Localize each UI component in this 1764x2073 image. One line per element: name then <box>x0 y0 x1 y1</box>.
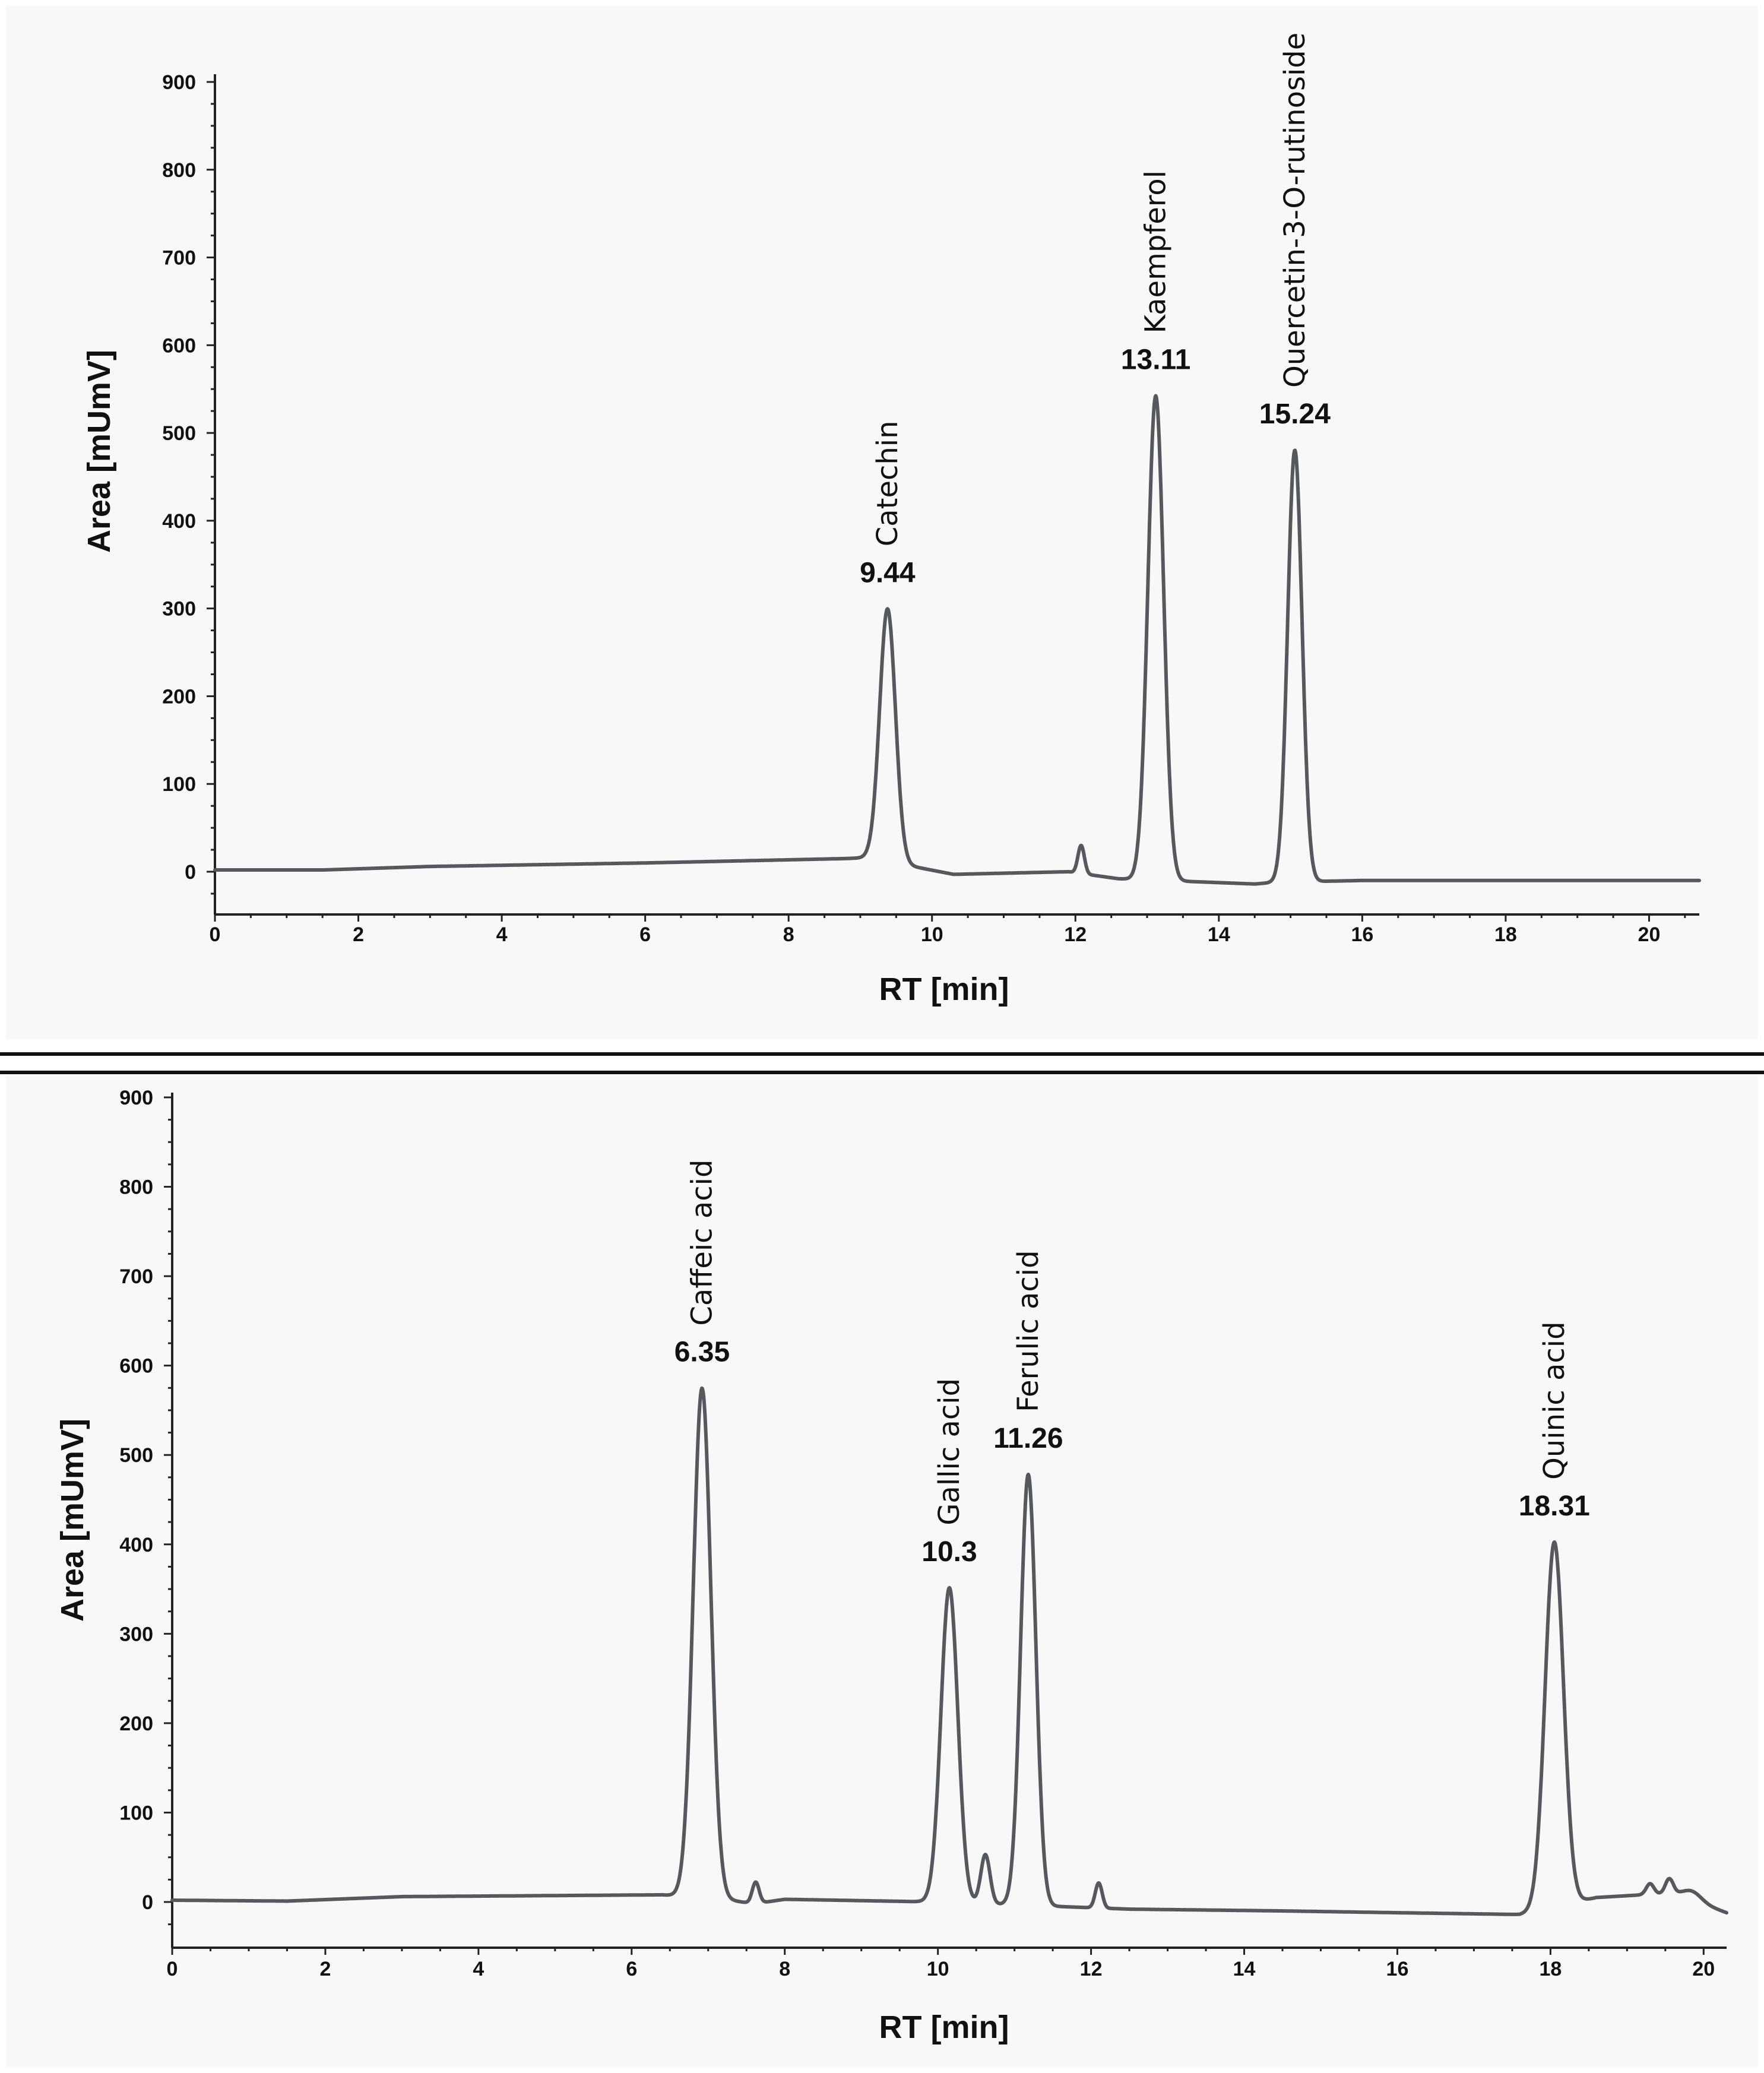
y-tick-label: 400 <box>162 510 196 533</box>
x-tick-label: 4 <box>473 1958 484 1980</box>
x-tick-label: 4 <box>496 923 508 946</box>
x-tick-label: 16 <box>1386 1958 1409 1980</box>
x-tick-label: 0 <box>167 1958 178 1980</box>
peak-rt-label: 9.44 <box>860 557 916 588</box>
chart-bottom-peak-labels: 6.35 Caffeic acid 10.3 Gallic acid 11.26 Feru… <box>674 1160 1590 1568</box>
x-tick-label: 6 <box>639 923 651 946</box>
peak-compound-label: Ferulic acid <box>1012 1250 1045 1412</box>
chart-top-trace <box>213 394 1701 886</box>
x-tick-label: 12 <box>1080 1958 1103 1980</box>
y-tick-label: 500 <box>162 422 196 445</box>
x-tick-label: 8 <box>783 923 794 946</box>
y-axis-title: Area [mUmV] <box>81 350 117 553</box>
chart-bottom-trace <box>170 1386 1728 1916</box>
x-tick-label: 20 <box>1638 923 1661 946</box>
chart-bottom-axes <box>171 1093 1727 1949</box>
x-tick-label: 14 <box>1208 923 1230 946</box>
y-tick-label: 600 <box>162 334 196 357</box>
chart-top-peak-labels: 9.44 Catechin 13.11 Kaempferol 15.24 Querceti… <box>860 33 1331 589</box>
x-tick-label: 6 <box>626 1958 637 1980</box>
x-tick-label: 18 <box>1539 1958 1562 1980</box>
peak-compound-label: Caffeic acid <box>685 1160 718 1326</box>
peak-rt-label: 18.31 <box>1519 1490 1590 1522</box>
peak-rt-label: 13.11 <box>1121 344 1190 376</box>
y-tick-label: 0 <box>142 1891 153 1914</box>
peak-compound-label: Quinic acid <box>1538 1321 1571 1480</box>
chart-bottom-ticks: 0 2 4 6 8 10 12 14 16 18 2001002003004005006007008… <box>119 1087 1715 1980</box>
peak-compound-label: Kaempferol <box>1139 170 1173 334</box>
y-tick-label: 300 <box>119 1623 153 1645</box>
peak-compound-label: Gallic acid <box>933 1378 966 1526</box>
panel-top-background <box>6 6 1758 1039</box>
x-tick-label: 2 <box>353 923 364 946</box>
y-tick-label: 100 <box>119 1802 153 1824</box>
peak-rt-label: 15.24 <box>1259 398 1331 430</box>
chart-top-ticks: 0 2 4 6 8 10 12 14 16 18 2001002003004005006007008… <box>162 71 1686 946</box>
peak-rt-label: 10.3 <box>921 1536 977 1568</box>
x-axis-title: RT [min] <box>879 971 1009 1007</box>
y-tick-label: 800 <box>162 159 196 182</box>
x-tick-label: 12 <box>1064 923 1087 946</box>
y-tick-label: 900 <box>119 1087 153 1109</box>
x-tick-label: 16 <box>1351 923 1373 946</box>
peak-compound-label: Quercetin-3-O-rutinoside <box>1278 33 1312 388</box>
x-tick-label: 20 <box>1692 1958 1715 1980</box>
y-tick-label: 200 <box>119 1713 153 1735</box>
x-tick-label: 8 <box>779 1958 790 1980</box>
y-axis-title: Area [mUmV] <box>55 1419 90 1622</box>
y-tick-label: 500 <box>119 1444 153 1467</box>
x-tick-label: 14 <box>1233 1958 1256 1980</box>
y-tick-label: 600 <box>119 1355 153 1378</box>
panel-bottom-background <box>6 1075 1758 2067</box>
x-tick-label: 2 <box>319 1958 331 1980</box>
chart-top: 0 2 4 6 8 10 12 14 16 18 2001002003004005006007008… <box>81 33 1701 1007</box>
peak-compound-label: Catechin <box>871 420 904 546</box>
x-tick-label: 18 <box>1494 923 1517 946</box>
y-tick-label: 0 <box>185 861 196 884</box>
x-axis-title: RT [min] <box>879 2009 1009 2045</box>
y-tick-label: 300 <box>162 598 196 621</box>
y-tick-label: 400 <box>119 1534 153 1556</box>
x-tick-label: 0 <box>210 923 221 946</box>
chart-bottom: 0 2 4 6 8 10 12 14 16 18 2001002003004005006007008… <box>55 1087 1728 2045</box>
y-tick-label: 900 <box>162 71 196 94</box>
peak-rt-label: 6.35 <box>674 1337 730 1368</box>
y-tick-label: 700 <box>119 1265 153 1288</box>
x-tick-label: 10 <box>927 1958 949 1980</box>
y-tick-label: 100 <box>162 773 196 796</box>
y-tick-label: 700 <box>162 247 196 270</box>
x-tick-label: 10 <box>921 923 943 946</box>
y-tick-label: 200 <box>162 685 196 708</box>
y-tick-label: 800 <box>119 1176 153 1199</box>
peak-rt-label: 11.26 <box>993 1423 1063 1454</box>
